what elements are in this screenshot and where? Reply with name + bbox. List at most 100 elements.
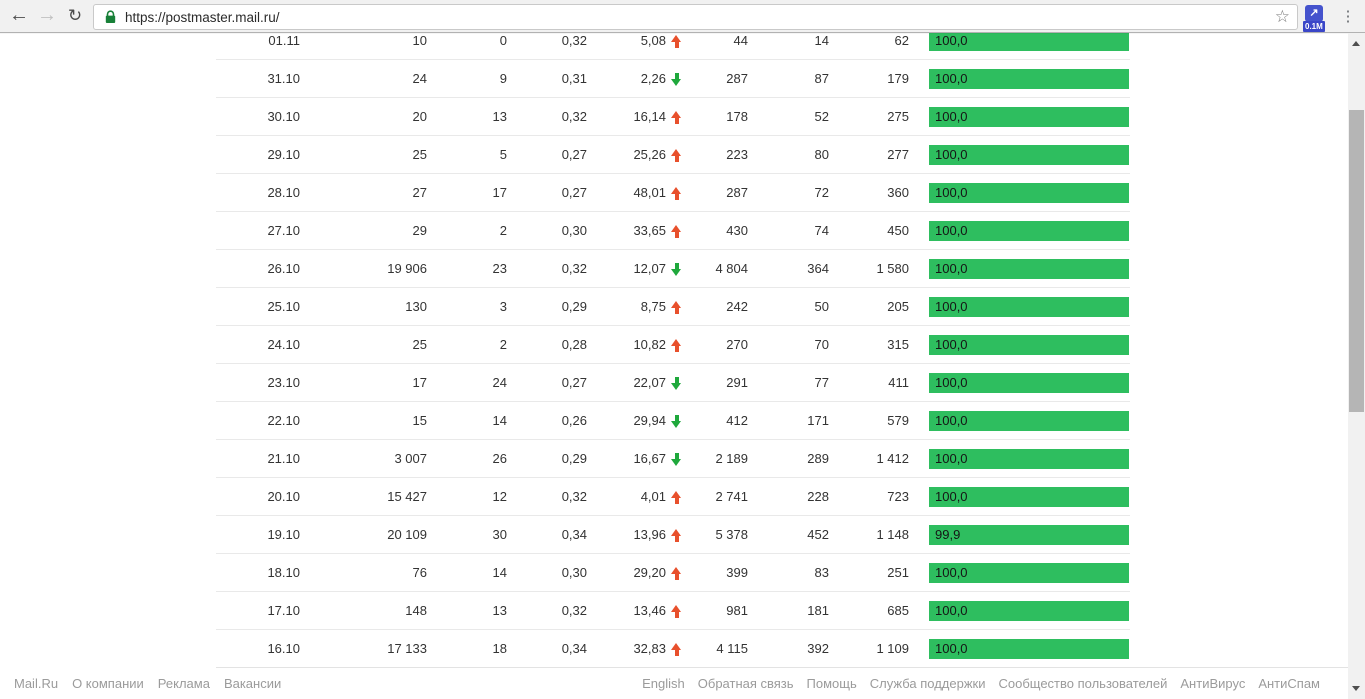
cell-v7: 579 <box>887 413 909 428</box>
delivery-bar-track: 100,0 <box>929 601 1129 621</box>
cell-v6: 80 <box>814 147 829 162</box>
bookmark-star-icon[interactable]: ☆ <box>1274 7 1290 26</box>
footer-link[interactable]: Обратная связь <box>697 676 794 691</box>
page-content: 01.11 10 0 0,32 5,08 44 14 62 100,0 31.10 24 9 0,31 2… <box>0 31 1365 699</box>
table-row: 30.10 20 13 0,32 16,14 178 52 275 100,0 <box>216 98 1130 136</box>
vertical-scrollbar[interactable] <box>1348 33 1365 699</box>
cell-v3: 0,32 <box>561 33 587 48</box>
extension-icon[interactable]: ↗ <box>1305 5 1323 22</box>
table-row: 24.10 25 2 0,28 10,82 270 70 315 100,0 <box>216 326 1130 364</box>
cell-date: 24.10 <box>267 337 300 352</box>
cell-v6: 77 <box>814 375 829 390</box>
cell-v3: 0,27 <box>561 185 587 200</box>
delivery-bar: 100,0 <box>929 221 1129 241</box>
trend-up-icon <box>671 566 682 580</box>
footer-link[interactable]: Служба поддержки <box>869 676 986 691</box>
cell-v7: 275 <box>887 109 909 124</box>
cell-v1: 25 <box>412 337 427 352</box>
trend-up-icon <box>671 490 682 504</box>
footer-link[interactable]: Реклама <box>157 676 210 691</box>
delivery-bar-track: 100,0 <box>929 563 1129 583</box>
cell-v7: 179 <box>887 71 909 86</box>
delivery-bar: 100,0 <box>929 297 1129 317</box>
table-row: 23.10 17 24 0,27 22,07 291 77 411 100,0 <box>216 364 1130 402</box>
cell-v2: 13 <box>492 109 507 124</box>
reload-icon[interactable]: ↻ <box>67 6 83 25</box>
cell-v5: 44 <box>733 33 748 48</box>
delivery-bar-track: 100,0 <box>929 183 1129 203</box>
delivery-bar-track: 100,0 <box>929 411 1129 431</box>
footer-link[interactable]: Сообщество пользователей <box>998 676 1168 691</box>
footer-link[interactable]: О компании <box>72 676 144 691</box>
table-row: 18.10 76 14 0,30 29,20 399 83 251 100,0 <box>216 554 1130 592</box>
delivery-bar: 100,0 <box>929 449 1129 469</box>
cell-v2: 13 <box>492 603 507 618</box>
cell-v1: 130 <box>405 299 427 314</box>
scrollbar-down-icon[interactable] <box>1352 686 1360 691</box>
cell-v6: 289 <box>807 451 829 466</box>
cell-v5: 270 <box>726 337 748 352</box>
chrome-menu-icon[interactable]: ⋮ <box>1340 8 1356 25</box>
cell-date: 23.10 <box>267 375 300 390</box>
extension-badge[interactable]: 0.1M <box>1303 21 1325 32</box>
footer-link[interactable]: Вакансии <box>223 676 282 691</box>
cell-date: 17.10 <box>267 603 300 618</box>
scrollbar-up-icon[interactable] <box>1352 41 1360 46</box>
cell-v5: 4 115 <box>716 641 748 656</box>
delivery-bar: 99,9 <box>929 525 1129 545</box>
trend-up-icon <box>671 186 682 200</box>
delivery-bar-track: 99,9 <box>929 525 1129 545</box>
cell-date: 27.10 <box>267 223 300 238</box>
cell-v1: 15 <box>412 413 427 428</box>
cell-v3: 0,28 <box>561 337 587 352</box>
cell-v5: 412 <box>726 413 748 428</box>
footer-link[interactable]: АнтиВирус <box>1180 676 1246 691</box>
trend-up-icon <box>671 642 682 656</box>
cell-v1: 148 <box>405 603 427 618</box>
cell-v6: 83 <box>814 565 829 580</box>
footer-link[interactable]: АнтиСпам <box>1258 676 1320 691</box>
cell-v6: 72 <box>814 185 829 200</box>
table-row: 31.10 24 9 0,31 2,26 287 87 179 100,0 <box>216 60 1130 98</box>
delivery-bar: 100,0 <box>929 335 1129 355</box>
table-row: 29.10 25 5 0,27 25,26 223 80 277 100,0 <box>216 136 1130 174</box>
cell-v2: 14 <box>492 413 507 428</box>
cell-v5: 291 <box>726 375 748 390</box>
trend-down-icon <box>671 452 682 466</box>
cell-v7: 1 148 <box>876 527 909 542</box>
cell-trend: 13,96 <box>600 516 682 554</box>
cell-v5: 223 <box>726 147 748 162</box>
cell-v7: 1 412 <box>876 451 909 466</box>
delivery-bar: 100,0 <box>929 411 1129 431</box>
cell-v7: 450 <box>887 223 909 238</box>
delivery-bar-track: 100,0 <box>929 69 1129 89</box>
delivery-bar: 100,0 <box>929 487 1129 507</box>
table-row: 19.10 20 109 30 0,34 13,96 5 378 452 1 148 99,9 <box>216 516 1130 554</box>
cell-trend: 13,46 <box>600 592 682 630</box>
cell-v1: 20 109 <box>387 527 427 542</box>
trend-up-icon <box>671 300 682 314</box>
delivery-bar-track: 100,0 <box>929 639 1129 659</box>
cell-v3: 0,27 <box>561 147 587 162</box>
cell-v1: 15 427 <box>387 489 427 504</box>
scrollbar-thumb[interactable] <box>1349 110 1364 412</box>
footer-link[interactable]: Помощь <box>806 676 857 691</box>
cell-v1: 17 133 <box>387 641 427 656</box>
footer-link[interactable]: Mail.Ru <box>14 676 59 691</box>
cell-v7: 1 580 <box>876 261 909 276</box>
address-bar[interactable]: https://postmaster.mail.ru/ ☆ <box>93 4 1298 30</box>
table-row: 25.10 130 3 0,29 8,75 242 50 205 100,0 <box>216 288 1130 326</box>
cell-v1: 29 <box>412 223 427 238</box>
url-text[interactable]: https://postmaster.mail.ru/ <box>125 9 280 25</box>
back-icon[interactable]: ← <box>9 4 29 26</box>
cell-v2: 24 <box>492 375 507 390</box>
cell-v5: 242 <box>726 299 748 314</box>
footer-link[interactable]: English <box>642 676 685 691</box>
trend-down-icon <box>671 262 682 276</box>
delivery-bar: 100,0 <box>929 601 1129 621</box>
delivery-bar-track: 100,0 <box>929 31 1129 51</box>
browser-toolbar: ← → ↻ https://postmaster.mail.ru/ ☆ ↗ 0.… <box>0 0 1365 33</box>
cell-v3: 0,32 <box>561 603 587 618</box>
delivery-bar: 100,0 <box>929 563 1129 583</box>
cell-date: 16.10 <box>267 641 300 656</box>
